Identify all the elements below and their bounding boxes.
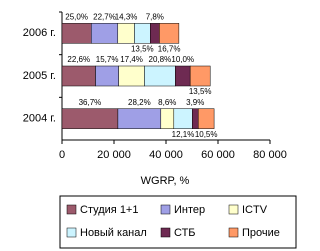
segment-label: 20,8% [149, 55, 172, 64]
bar-segment [150, 23, 160, 44]
legend-label: Интер [174, 204, 205, 216]
legend-swatch [228, 227, 239, 238]
bar-segment [61, 23, 92, 44]
segment-label: 7,8% [146, 12, 164, 21]
legend-box [59, 195, 297, 249]
legend-label: Прочие [242, 227, 280, 239]
y-tick-label: 2004 г. [23, 113, 56, 125]
bar-segment [91, 23, 119, 44]
legend-label: Студия 1+1 [80, 204, 138, 216]
legend-swatch [228, 204, 239, 215]
bar-segment [192, 108, 199, 129]
legend-label: СТБ [174, 227, 196, 239]
segment-label: 28,2% [128, 98, 151, 107]
legend-swatch [160, 227, 171, 238]
bar-segment [159, 23, 180, 44]
legend-swatch [66, 227, 77, 238]
bar-segment [95, 65, 119, 87]
bar-segment [134, 23, 151, 44]
legend-swatch [160, 204, 171, 215]
segment-label: 13,5% [189, 87, 212, 96]
bar-segment [117, 108, 162, 129]
bar-segment [197, 108, 215, 129]
segment-label: 8,6% [158, 98, 176, 107]
segment-label: 12,1% [172, 130, 195, 139]
x-tick-label: 20 000 [97, 149, 131, 161]
legend-swatch [66, 204, 77, 215]
segment-label: 16,7% [158, 44, 181, 53]
bar-segment [144, 65, 176, 87]
legend-label: Новый канал [80, 227, 147, 239]
bar-segment [160, 108, 175, 129]
segment-label: 14,3% [115, 12, 138, 21]
x-tick-label: 80 000 [253, 149, 287, 161]
bar-segment [61, 65, 96, 87]
segment-label: 10,0% [171, 55, 194, 64]
segment-label: 13,5% [131, 44, 154, 53]
segment-label: 36,7% [79, 98, 102, 107]
bar-segment [189, 65, 211, 87]
x-tick-label: 60 000 [201, 149, 235, 161]
segment-label: 25,0% [65, 12, 88, 21]
legend-label: ICTV [242, 204, 268, 216]
y-tick-label: 2005 г. [23, 70, 56, 82]
segment-label: 3,9% [186, 98, 204, 107]
segment-label: 22,7% [93, 12, 116, 21]
segment-label: 22,6% [67, 55, 90, 64]
chart: WGRP, % 0 20 000 40 000 60 000 80 000 2006 г.… [23, 11, 297, 249]
segment-label: 17,4% [120, 55, 143, 64]
segment-label: 15,7% [96, 55, 119, 64]
bar-segment [173, 108, 193, 129]
x-tick-label: 0 [59, 149, 65, 161]
x-tick-label: 40 000 [149, 149, 183, 161]
y-tick-label: 2006 г. [23, 27, 56, 39]
bar-segment [117, 23, 135, 44]
x-axis-label: WGRP, % [141, 175, 190, 187]
bar-segment [61, 108, 119, 129]
bar-segment [118, 65, 145, 87]
bar-segment [175, 65, 191, 87]
segment-label: 10,5% [195, 130, 218, 139]
